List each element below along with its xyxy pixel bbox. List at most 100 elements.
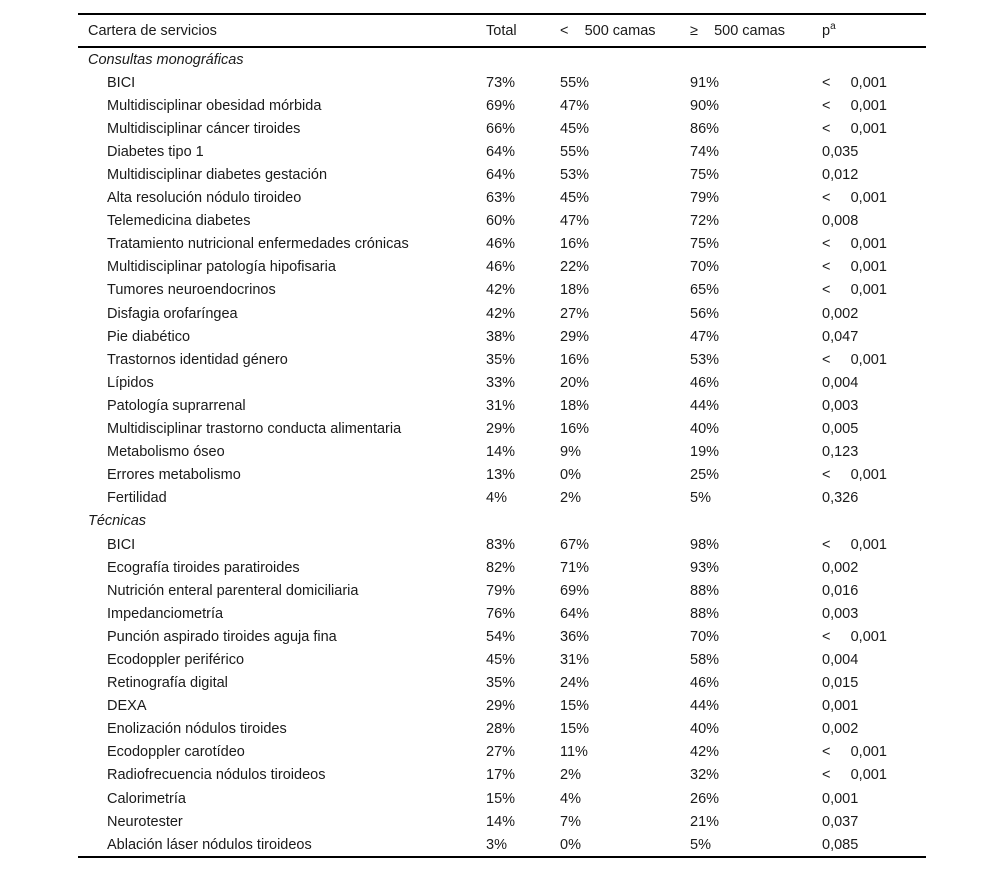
lt500-cell: 22% — [560, 259, 590, 276]
total-cell: 35% — [486, 351, 516, 368]
service-name-cell: Impedanciometría — [107, 605, 224, 622]
service-name-cell: Alta resolución nódulo tiroideo — [107, 190, 302, 207]
lt500-cell: 18% — [560, 397, 590, 414]
p-cell: < 0,001 — [822, 351, 887, 368]
ge500-cell: 21% — [690, 813, 720, 830]
table-header: Cartera de servicios Total < 500 camas ≥… — [78, 14, 926, 47]
lt500-cell: 0% — [560, 467, 581, 484]
total-cell: 27% — [486, 744, 516, 761]
ge500-cell: 90% — [690, 97, 720, 114]
section-title: Consultas monográficas — [88, 51, 244, 68]
lt500-cell: 15% — [560, 698, 590, 715]
total-cell: 4% — [486, 490, 507, 507]
p-cell: < 0,001 — [822, 767, 887, 784]
total-cell: 29% — [486, 698, 516, 715]
service-name-cell: Disfagia orofaríngea — [107, 305, 238, 322]
service-name-cell: Multidisciplinar diabetes gestación — [107, 167, 328, 184]
total-cell: 3% — [486, 836, 507, 853]
service-name-cell: Patología suprarrenal — [107, 397, 246, 414]
table-row: Tumores neuroendocrinos 42% 18% 65% < 0,… — [78, 279, 926, 302]
ge500-cell: 79% — [690, 190, 720, 207]
service-name-cell: Punción aspirado tiroides aguja fina — [107, 628, 337, 645]
lt500-cell: 53% — [560, 167, 590, 184]
table-body: Consultas monográficas BICI 73% 55% 91% … — [78, 47, 926, 857]
table-row: Multidisciplinar diabetes gestación 64% … — [78, 163, 926, 186]
service-name-cell: Pie diabético — [107, 328, 191, 345]
lt500-cell: 45% — [560, 120, 590, 137]
header-p-value: pa — [822, 14, 926, 47]
header-total: Total — [486, 22, 517, 39]
ge500-cell: 86% — [690, 120, 720, 137]
total-cell: 64% — [486, 143, 516, 160]
lt500-cell: 2% — [560, 490, 581, 507]
ge500-cell: 88% — [690, 605, 720, 622]
p-cell: 0,326 — [822, 490, 859, 507]
table-row: Calorimetría 15% 4% 26% 0,001 — [78, 787, 926, 810]
service-name-cell: Ecodoppler periférico — [107, 651, 245, 668]
service-name-cell: Nutrición enteral parenteral domiciliari… — [107, 582, 359, 599]
p-cell: < 0,001 — [822, 282, 887, 299]
service-name-cell: Multidisciplinar trastorno conducta alim… — [107, 421, 402, 438]
total-cell: 42% — [486, 282, 516, 299]
ge500-cell: 70% — [690, 259, 720, 276]
service-name-cell: Tratamiento nutricional enfermedades cró… — [107, 236, 409, 253]
total-cell: 46% — [486, 259, 516, 276]
lt500-cell: 16% — [560, 351, 590, 368]
lt500-cell: 67% — [560, 536, 590, 553]
ge500-cell: 5% — [690, 490, 711, 507]
p-cell: 0,008 — [822, 213, 859, 230]
p-cell: 0,002 — [822, 559, 859, 576]
lt500-cell: 0% — [560, 836, 581, 853]
lt500-cell: 55% — [560, 74, 590, 91]
total-cell: 13% — [486, 467, 516, 484]
total-cell: 82% — [486, 559, 516, 576]
lt500-cell: 4% — [560, 790, 581, 807]
table-row: Punción aspirado tiroides aguja fina 54%… — [78, 625, 926, 648]
p-cell: < 0,001 — [822, 628, 887, 645]
ge500-cell: 32% — [690, 767, 720, 784]
ge500-cell: 25% — [690, 467, 720, 484]
p-cell: < 0,001 — [822, 74, 887, 91]
lt500-cell: 7% — [560, 813, 581, 830]
service-name-cell: Ecografía tiroides paratiroides — [107, 559, 300, 576]
p-cell: 0,037 — [822, 813, 859, 830]
total-cell: 79% — [486, 582, 516, 599]
service-name-cell: Calorimetría — [107, 790, 186, 807]
ge500-cell: 65% — [690, 282, 720, 299]
p-cell: 0,123 — [822, 444, 859, 461]
total-cell: 45% — [486, 651, 516, 668]
table-row: Enolización nódulos tiroides 28% 15% 40%… — [78, 718, 926, 741]
table-row: Metabolismo óseo 14% 9% 19% 0,123 — [78, 441, 926, 464]
total-cell: 29% — [486, 421, 516, 438]
p-cell: < 0,001 — [822, 467, 887, 484]
lt500-cell: 16% — [560, 421, 590, 438]
table-row: Neurotester 14% 7% 21% 0,037 — [78, 810, 926, 833]
ge500-cell: 75% — [690, 167, 720, 184]
ge500-cell: 40% — [690, 421, 720, 438]
p-label: p — [822, 22, 831, 39]
header-cartera-de-servicios: Cartera de servicios — [88, 22, 217, 39]
service-name-cell: Telemedicina diabetes — [107, 213, 251, 230]
table-row: Retinografía digital 35% 24% 46% 0,015 — [78, 672, 926, 695]
ge500-cell: 46% — [690, 675, 720, 692]
table-row: BICI 83% 67% 98% < 0,001 — [78, 533, 926, 556]
table-row: Disfagia orofaríngea 42% 27% 56% 0,002 — [78, 302, 926, 325]
ge500-cell: 19% — [690, 444, 720, 461]
p-cell: 0,004 — [822, 651, 859, 668]
ge500-cell: 26% — [690, 790, 720, 807]
table-row: Fertilidad 4% 2% 5% 0,326 — [78, 487, 926, 510]
total-cell: 46% — [486, 236, 516, 253]
table-row: Impedanciometría 76% 64% 88% 0,003 — [78, 602, 926, 625]
lt500-cell: 45% — [560, 190, 590, 207]
total-cell: 35% — [486, 675, 516, 692]
total-cell: 42% — [486, 305, 516, 322]
ge500-cell: 72% — [690, 213, 720, 230]
ge500-cell: 91% — [690, 74, 720, 91]
table-row: Ecografía tiroides paratiroides 82% 71% … — [78, 556, 926, 579]
p-cell: 0,004 — [822, 374, 859, 391]
table-row: Multidisciplinar trastorno conducta alim… — [78, 418, 926, 441]
lt500-cell: 71% — [560, 559, 590, 576]
ge500-cell: 44% — [690, 397, 720, 414]
total-cell: 38% — [486, 328, 516, 345]
